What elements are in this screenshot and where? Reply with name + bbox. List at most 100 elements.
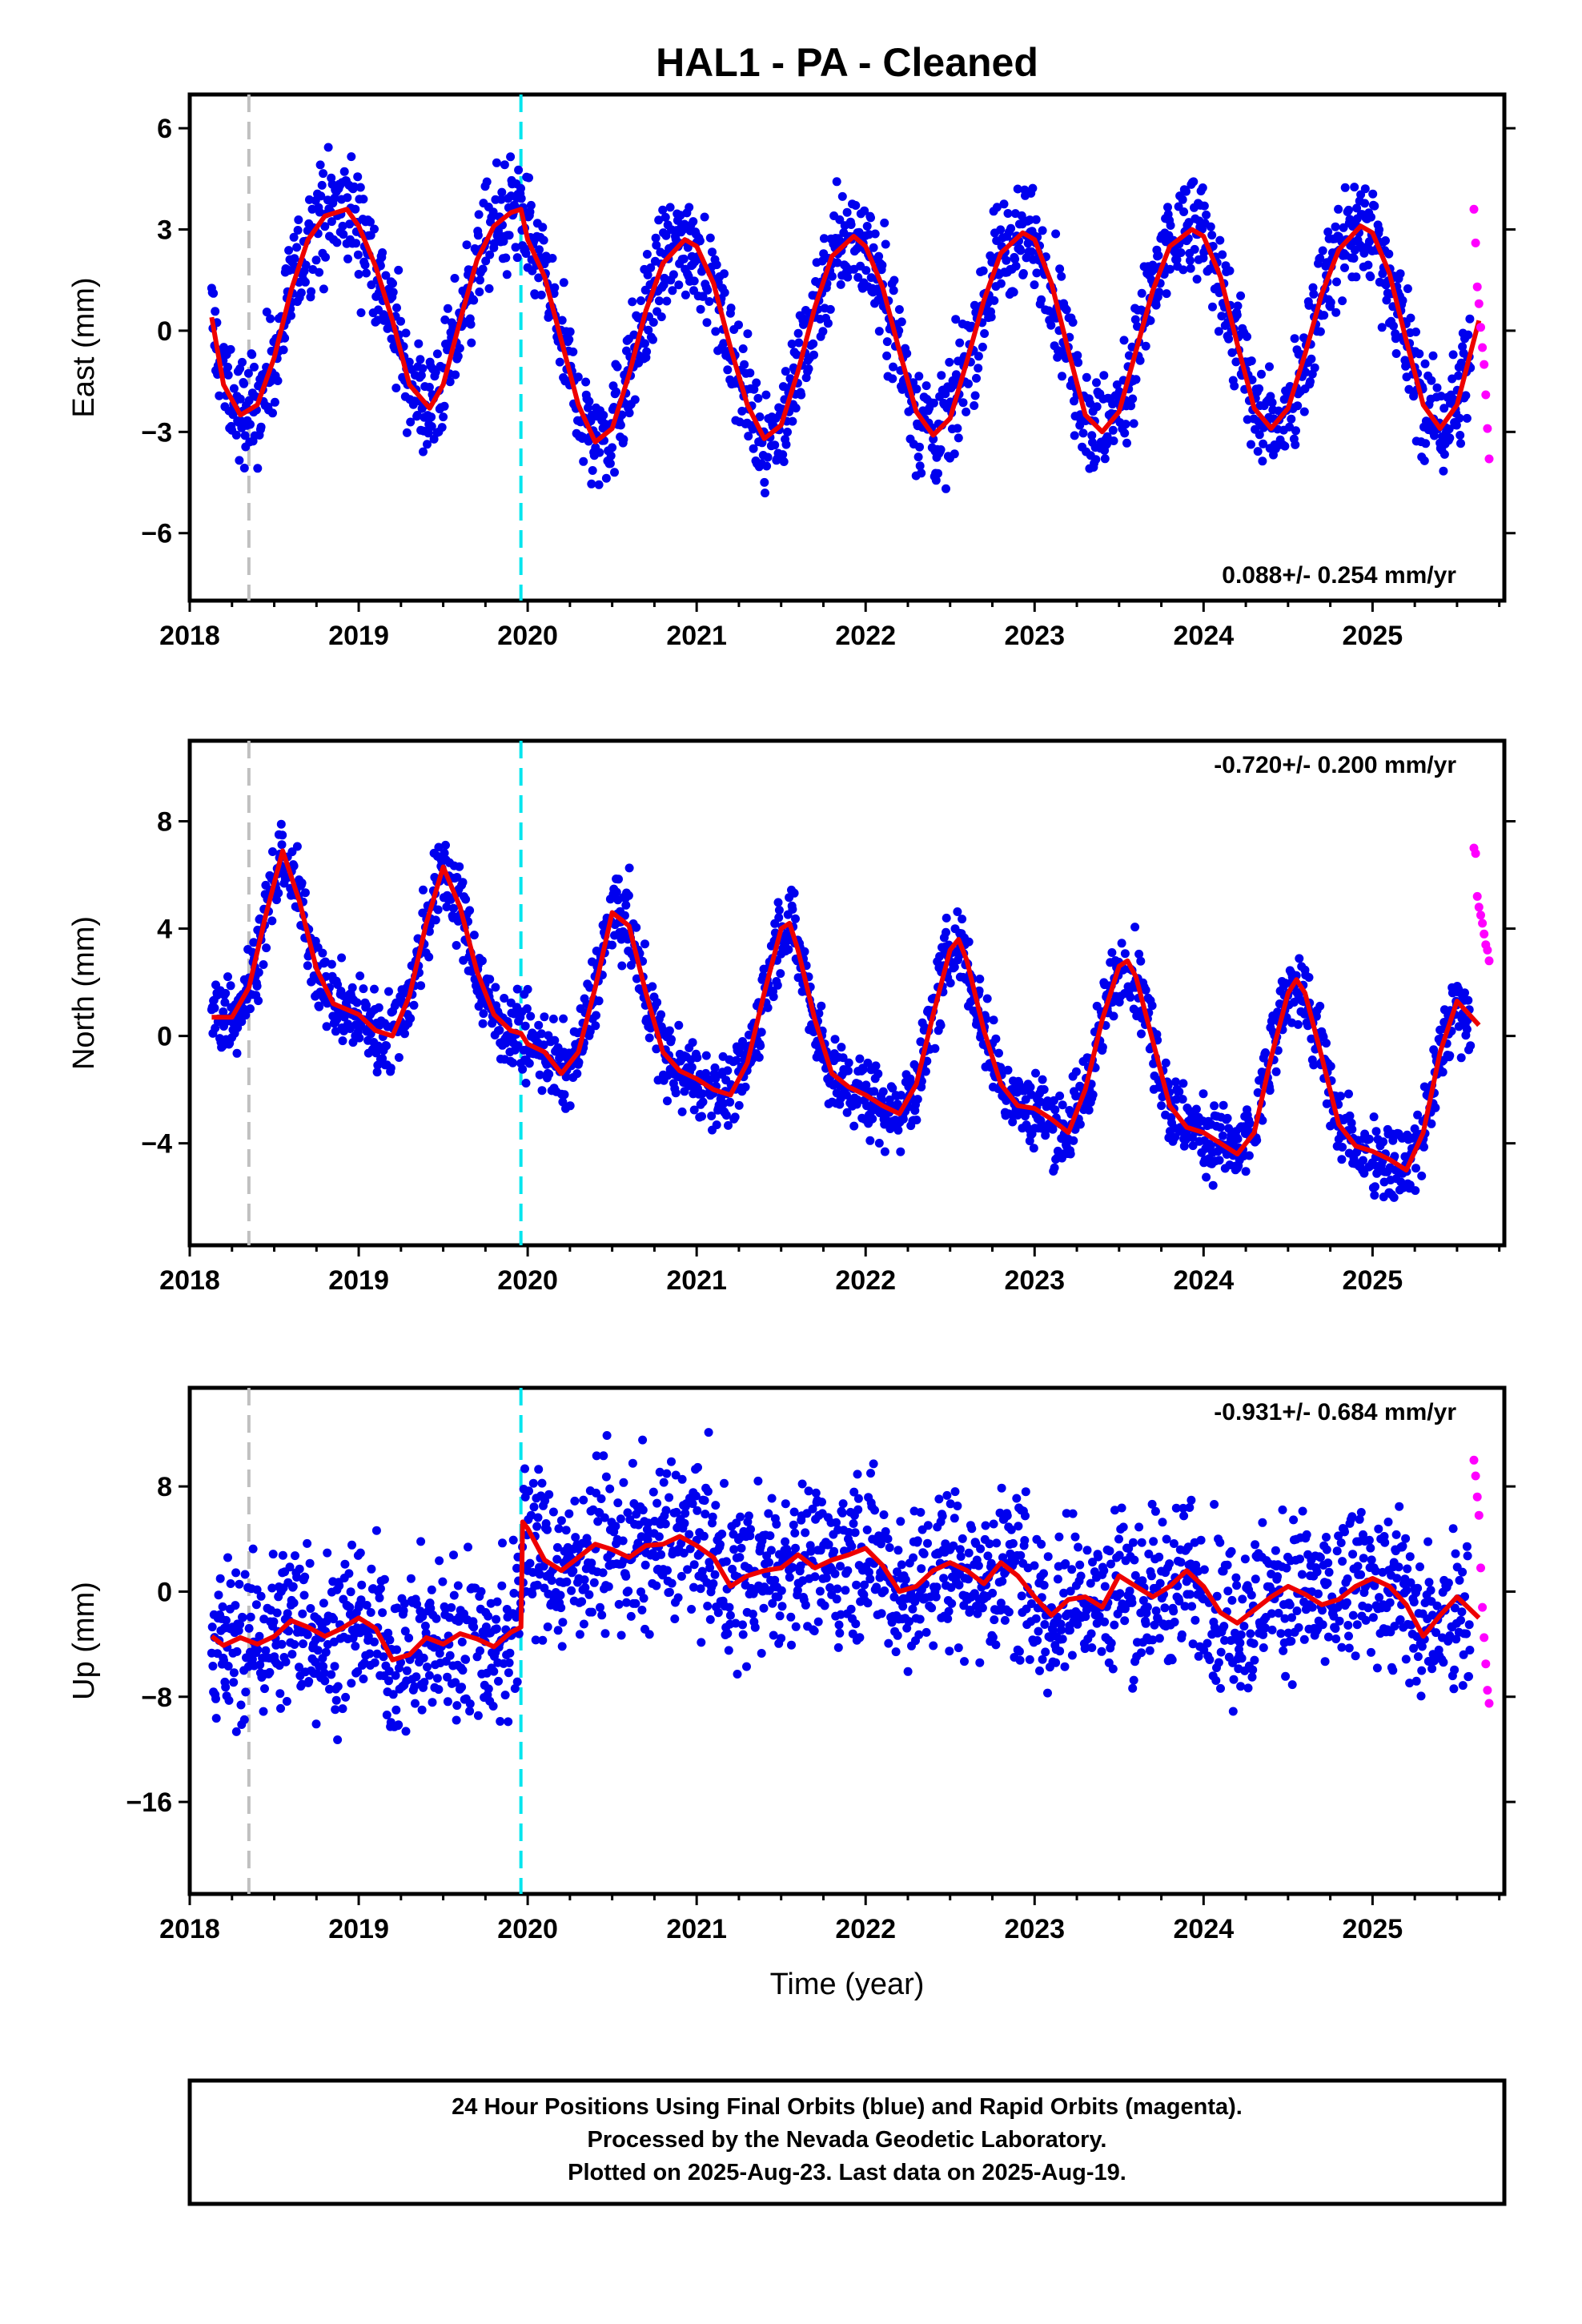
final-orbit-point — [1290, 334, 1299, 344]
final-orbit-point — [548, 254, 557, 263]
final-orbit-point — [878, 1087, 888, 1096]
final-orbit-point — [1413, 1110, 1423, 1120]
final-orbit-point — [469, 296, 479, 305]
final-orbit-point — [521, 249, 531, 258]
final-orbit-point — [1189, 177, 1199, 187]
final-orbit-point — [830, 1035, 840, 1044]
final-orbit-point — [589, 1578, 599, 1587]
final-orbit-point — [764, 1509, 773, 1518]
final-orbit-point — [1186, 255, 1195, 265]
final-orbit-point — [355, 183, 365, 192]
final-orbit-point — [945, 357, 954, 367]
final-orbit-point — [913, 1095, 922, 1104]
final-orbit-point — [1247, 375, 1257, 384]
final-orbit-point — [624, 408, 634, 418]
final-orbit-point — [990, 296, 999, 305]
final-orbit-point — [279, 345, 288, 355]
final-orbit-point — [218, 1602, 227, 1611]
up-x-tick-label: 2019 — [328, 1914, 389, 1944]
final-orbit-point — [833, 1642, 843, 1652]
final-orbit-point — [254, 996, 263, 1006]
final-orbit-point — [1338, 296, 1347, 306]
final-orbit-point — [469, 1622, 479, 1632]
final-orbit-point — [536, 290, 546, 300]
final-orbit-point — [1087, 431, 1097, 440]
final-orbit-point — [1157, 1101, 1166, 1111]
final-orbit-point — [556, 1516, 566, 1526]
final-orbit-point — [434, 1685, 444, 1695]
final-orbit-point — [838, 1053, 848, 1063]
final-orbit-point — [287, 1650, 297, 1659]
panel-up: 2018 2019 2020 2021 2022 2023 2024 2025−16−808U… — [67, 1385, 1516, 1944]
final-orbit-point — [362, 1000, 371, 1010]
final-orbit-point — [593, 1517, 603, 1526]
final-orbit-point — [621, 1571, 631, 1581]
final-orbit-point — [757, 1649, 766, 1658]
final-orbit-point — [1074, 358, 1083, 368]
final-orbit-point — [665, 1493, 674, 1502]
final-orbit-point — [239, 379, 249, 388]
final-orbit-point — [733, 1670, 742, 1679]
final-orbit-point — [863, 1058, 873, 1068]
final-orbit-point — [445, 1651, 455, 1660]
final-orbit-point — [729, 1545, 739, 1554]
final-orbit-point — [524, 1059, 534, 1068]
final-orbit-point — [520, 1464, 529, 1474]
final-orbit-point — [297, 879, 307, 888]
final-orbit-point — [626, 1611, 636, 1621]
final-orbit-point — [746, 1525, 755, 1534]
final-orbit-point — [1069, 1136, 1078, 1145]
final-orbit-point — [323, 1548, 332, 1558]
final-orbit-point — [330, 1662, 339, 1671]
final-orbit-point — [485, 975, 495, 984]
final-orbit-point — [785, 1573, 794, 1582]
final-orbit-point — [1364, 1134, 1374, 1144]
final-orbit-point — [591, 1021, 600, 1031]
final-orbit-point — [370, 1637, 379, 1647]
final-orbit-point — [1291, 440, 1300, 449]
final-orbit-point — [214, 1590, 223, 1600]
final-orbit-point — [788, 416, 797, 426]
final-orbit-point — [628, 1458, 637, 1468]
final-orbit-point — [996, 279, 1006, 288]
east-rapid-orbit-points — [1469, 204, 1494, 464]
final-orbit-point — [614, 1599, 624, 1609]
final-orbit-point — [318, 948, 327, 958]
final-orbit-point — [662, 1469, 672, 1478]
final-orbit-point — [321, 1647, 331, 1657]
final-orbit-point — [420, 1678, 429, 1687]
final-orbit-point — [244, 1623, 254, 1633]
final-orbit-point — [725, 1097, 735, 1107]
final-orbit-point — [1309, 1060, 1319, 1070]
final-orbit-point — [761, 489, 769, 498]
final-orbit-point — [1126, 992, 1135, 1002]
final-orbit-point — [1151, 300, 1161, 310]
final-orbit-point — [639, 1594, 648, 1603]
final-orbit-point — [1452, 420, 1461, 430]
final-orbit-point — [1367, 212, 1375, 222]
final-orbit-point — [724, 1646, 733, 1655]
final-orbit-point — [617, 961, 627, 971]
final-orbit-point — [651, 233, 661, 243]
final-orbit-point — [585, 1027, 595, 1036]
east-final-orbit-points — [207, 143, 1476, 498]
final-orbit-point — [592, 1451, 601, 1461]
final-orbit-point — [1227, 348, 1237, 357]
final-orbit-point — [254, 967, 263, 977]
final-orbit-point — [793, 328, 803, 338]
final-orbit-point — [492, 158, 501, 167]
final-orbit-point — [770, 440, 780, 450]
final-orbit-point — [378, 248, 387, 257]
north-rate-label: -0.720+/- 0.200 mm/yr — [1214, 752, 1456, 778]
final-orbit-point — [559, 1014, 568, 1023]
final-orbit-point — [315, 160, 325, 170]
final-orbit-point — [458, 878, 468, 887]
final-orbit-point — [522, 1004, 532, 1013]
final-orbit-point — [713, 1608, 723, 1618]
final-orbit-point — [1032, 268, 1042, 278]
north-x-tick-label: 2021 — [666, 1265, 727, 1296]
final-orbit-point — [600, 1629, 610, 1638]
final-orbit-point — [584, 1590, 594, 1599]
final-orbit-point — [703, 1602, 713, 1610]
final-orbit-point — [524, 173, 533, 183]
